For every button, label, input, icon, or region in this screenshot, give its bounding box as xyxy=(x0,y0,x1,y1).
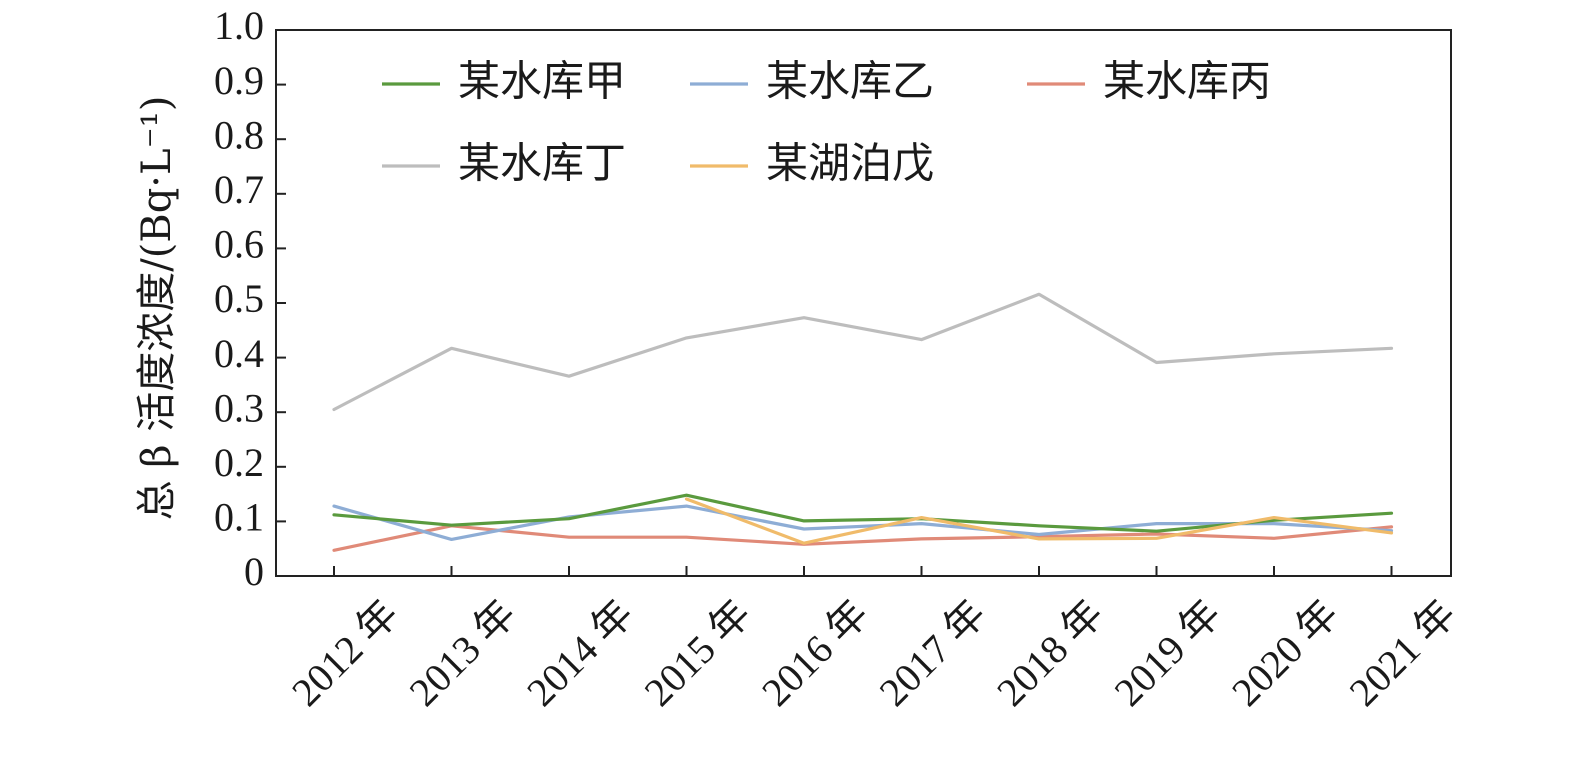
x-tick-label: 2017 年 xyxy=(871,591,995,715)
x-tick-label: 2014 年 xyxy=(518,591,642,715)
x-tick-label: 2021 年 xyxy=(1341,591,1465,715)
legend-label: 某湖泊戊 xyxy=(766,139,934,188)
y-tick-label: 0.5 xyxy=(214,276,264,321)
legend-label: 某水库丙 xyxy=(1103,57,1271,106)
y-tick-label: 0 xyxy=(244,549,264,594)
y-axis-ticks: 0 0.1 0.2 0.3 0.4 0.5 0.6 0.7 0.8 0.9 1.0 xyxy=(214,3,286,594)
x-tick-label: 2018 年 xyxy=(988,591,1112,715)
series-lines xyxy=(332,292,1394,552)
series-line-1 xyxy=(332,504,1394,541)
legend-item: 某水库乙 xyxy=(690,57,934,106)
legend-item: 某水库丁 xyxy=(382,139,626,188)
x-tick-label: 2015 年 xyxy=(636,591,760,715)
legend-label: 某水库甲 xyxy=(458,57,626,106)
legend-label: 某水库丁 xyxy=(458,139,626,188)
y-axis-label: 总 β 活度浓度/(Bq·L⁻¹) xyxy=(134,96,180,521)
legend-item: 某水库丙 xyxy=(1027,57,1271,106)
x-tick-label: 2016 年 xyxy=(753,591,877,715)
x-tick-label: 2013 年 xyxy=(401,591,525,715)
y-tick-label: 0.7 xyxy=(214,167,264,212)
y-tick-label: 0.6 xyxy=(214,222,264,267)
plot-frame xyxy=(275,29,1452,577)
legend-label: 某水库乙 xyxy=(766,57,934,106)
y-tick-label: 0.1 xyxy=(214,495,264,540)
series-line-0 xyxy=(332,493,1394,533)
y-tick-label: 0.4 xyxy=(214,331,264,376)
y-tick-label: 0.3 xyxy=(214,385,264,430)
legend-item: 某水库甲 xyxy=(382,57,626,106)
x-tick-label: 2012 年 xyxy=(283,591,407,715)
y-tick-label: 0.9 xyxy=(214,58,264,103)
y-tick-label: 0.2 xyxy=(214,440,264,485)
x-tick-label: 2019 年 xyxy=(1106,591,1230,715)
x-tick-label: 2020 年 xyxy=(1223,591,1347,715)
series-line-3 xyxy=(332,292,1394,412)
legend-item: 某湖泊戊 xyxy=(690,139,934,188)
y-tick-label: 1.0 xyxy=(214,3,264,48)
series-line-4 xyxy=(684,497,1394,545)
y-tick-label: 0.8 xyxy=(214,112,264,157)
series-line-2 xyxy=(332,524,1394,552)
